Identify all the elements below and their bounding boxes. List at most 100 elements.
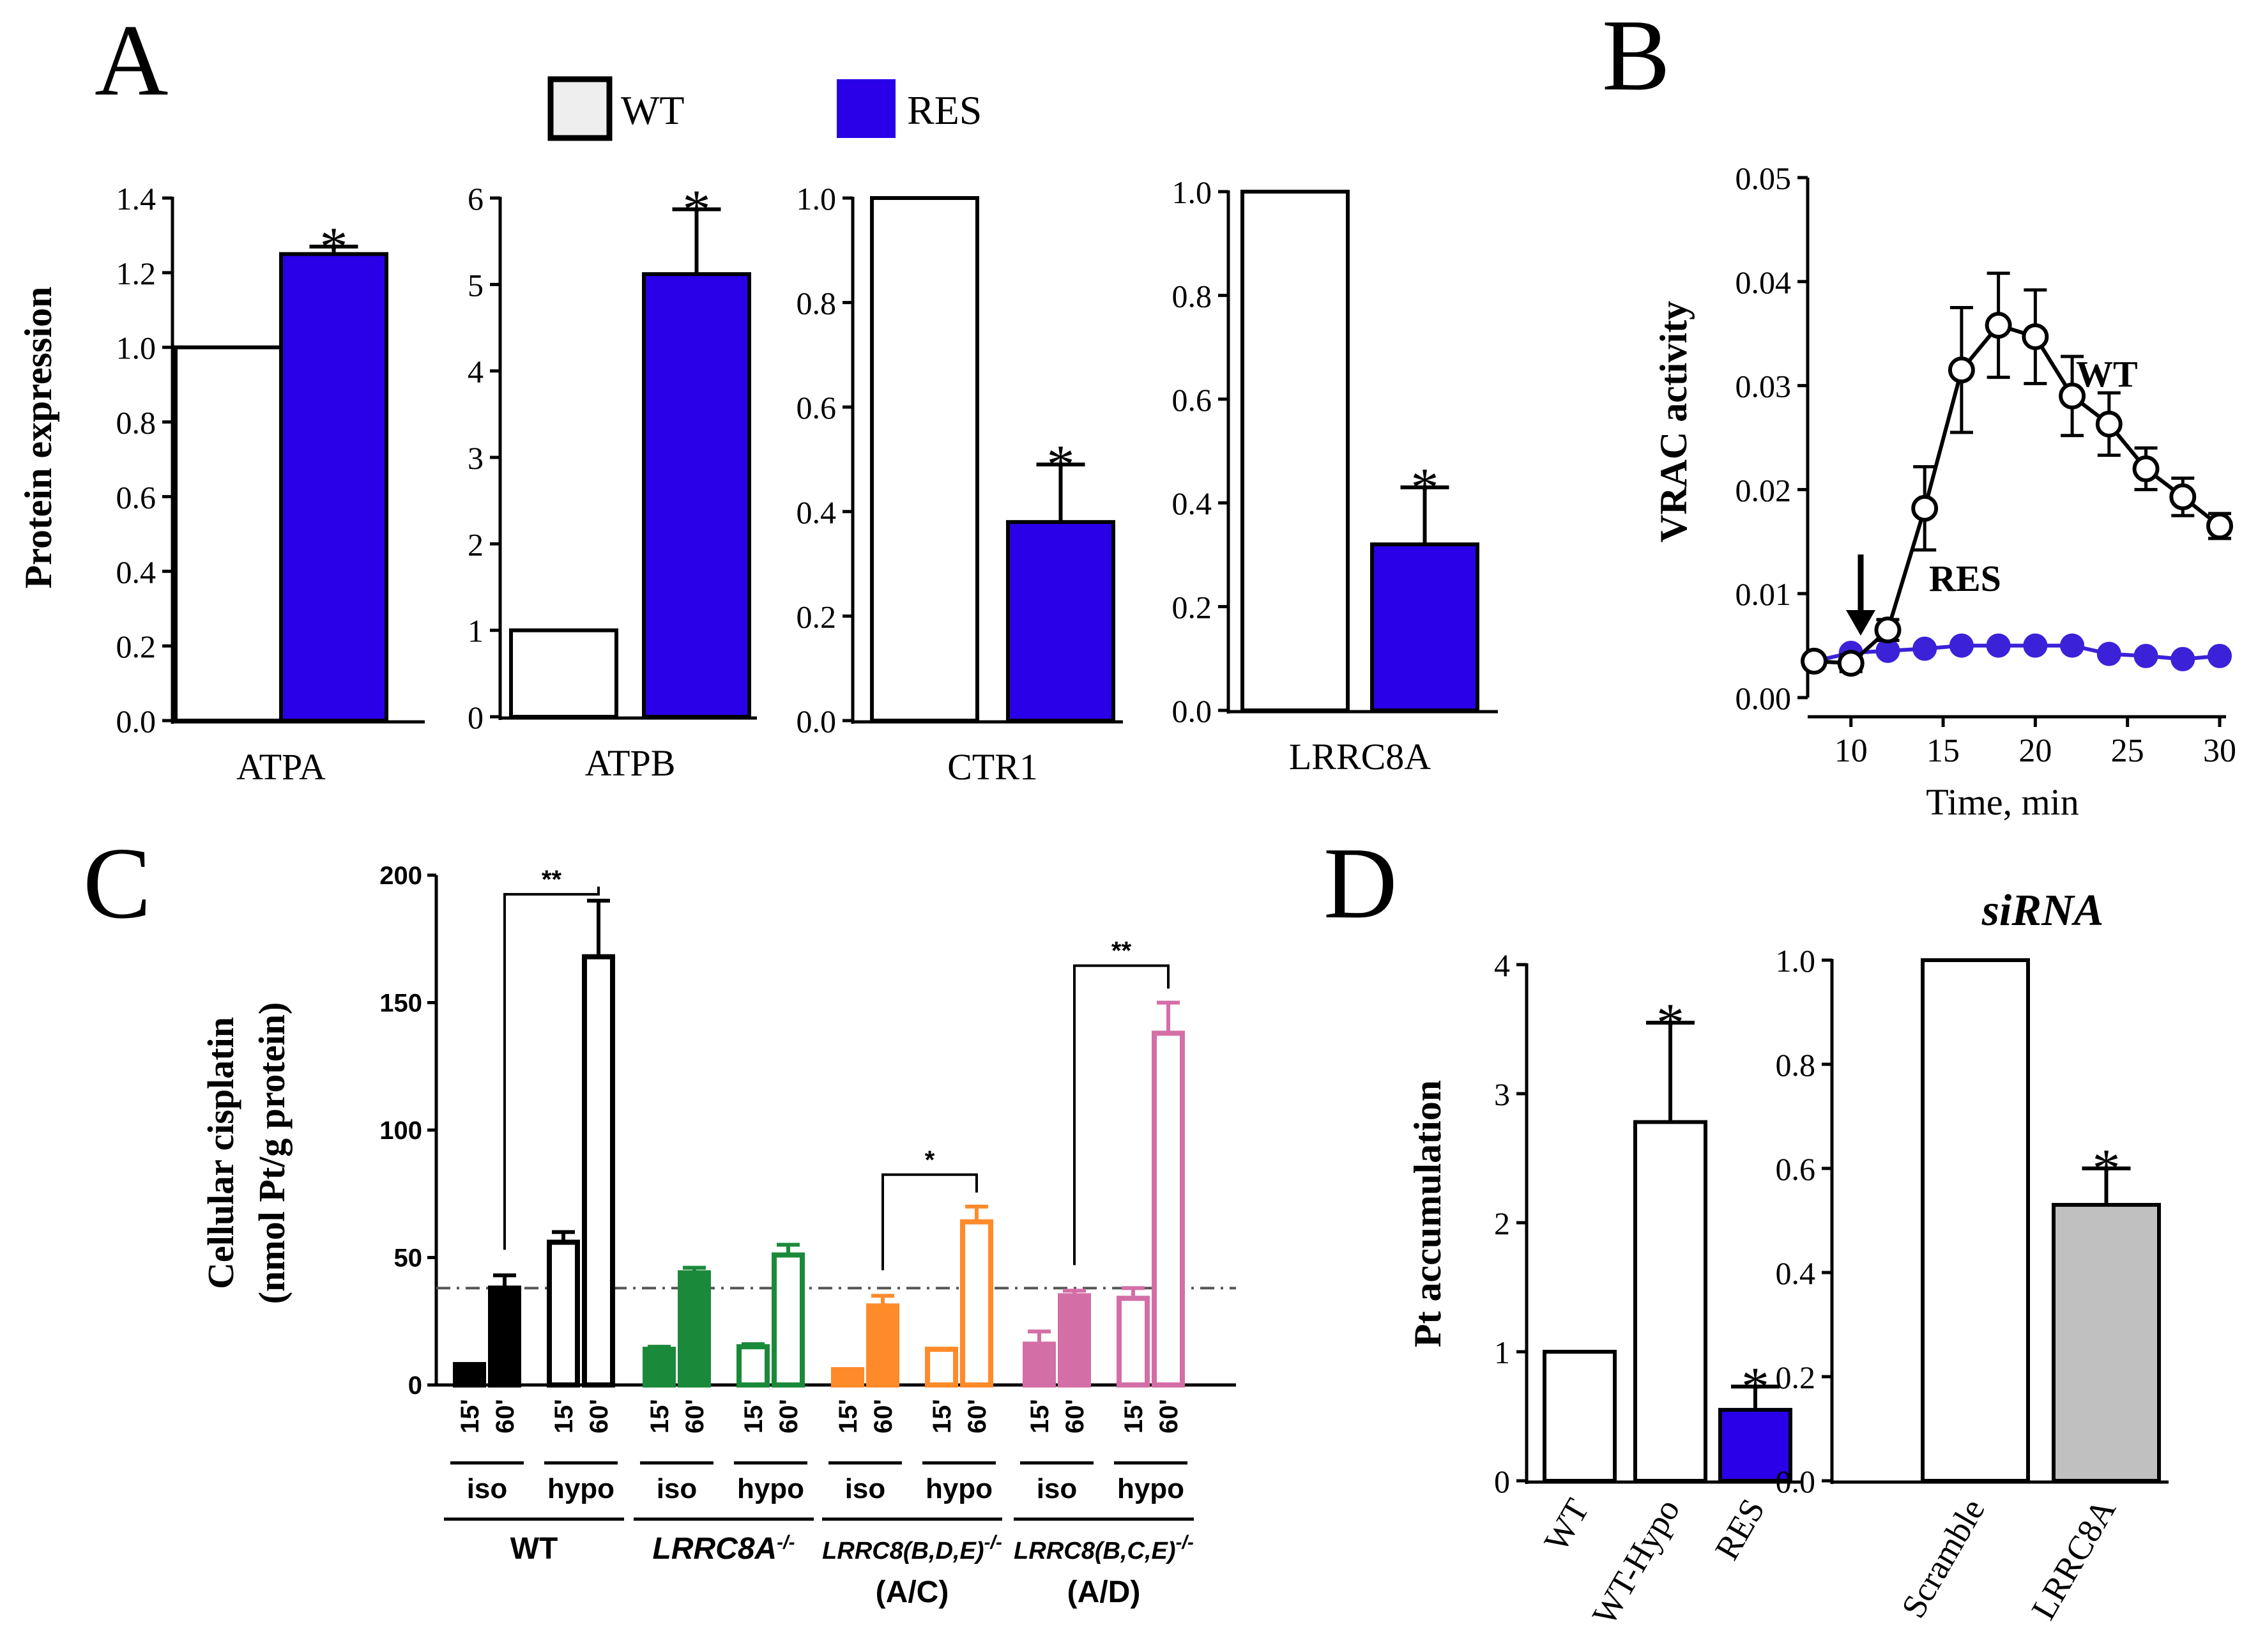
- wt-line: [1813, 323, 2221, 666]
- bar-wt: [1240, 190, 1350, 712]
- group-label: LRRC8(B,C,E)-/-: [1014, 1532, 1194, 1564]
- significance-marker: *: [925, 1146, 935, 1174]
- bar-res: [642, 272, 751, 719]
- bar-lrrc8bce-3: [1152, 1030, 1185, 1388]
- y-tick-label: 0.8: [797, 286, 837, 321]
- d2-title: siRNA: [1981, 886, 2104, 935]
- bar-wt: [1543, 1350, 1617, 1483]
- y-tick-label: 0.2: [1172, 590, 1212, 625]
- bar-wt-hypo: [1633, 1120, 1707, 1483]
- y-tick-label: 0.6: [116, 479, 156, 515]
- y-tick-label: 0.02: [1735, 472, 1792, 508]
- legend-res-label: RES: [907, 88, 982, 133]
- significance-marker: *: [2093, 1138, 2121, 1200]
- res-point: [1875, 638, 1900, 663]
- condition-label: iso: [1037, 1473, 1078, 1504]
- time-label: 60': [585, 1399, 613, 1434]
- bar-lrrc8a-3: [772, 1252, 805, 1388]
- legend-wt-swatch: [547, 76, 613, 141]
- y-tick-label: 1.2: [116, 256, 156, 291]
- time-label: 60': [963, 1399, 991, 1434]
- y-tick-label: 1.0: [1172, 174, 1212, 210]
- panel-label-a: A: [95, 3, 169, 117]
- bar-lrrc8bce-2: [1117, 1296, 1150, 1388]
- y-tick-label: 1.0: [797, 181, 837, 217]
- b-xlabel: Time, min: [1926, 781, 2079, 823]
- panel-label-b: B: [1602, 0, 1670, 112]
- chart-d2: 0.0 0.2 0.4 0.6 0.8 1.0 * Scramble LRRC8A: [1776, 943, 2169, 1626]
- c-ylabel-line2: (nmol Pt/g protein): [251, 1002, 293, 1304]
- time-label: 15': [1120, 1399, 1148, 1434]
- significance-marker: *: [1047, 434, 1075, 496]
- time-label: 15': [550, 1399, 578, 1434]
- wt-point: [1911, 494, 1939, 522]
- significance-marker: *: [683, 180, 711, 241]
- panel-label-d: D: [1324, 826, 1398, 940]
- res-point: [1986, 633, 2011, 658]
- significance-marker: *: [320, 217, 348, 279]
- bar-res: [279, 252, 388, 723]
- y-tick-label: 0.4: [116, 554, 156, 590]
- wt-point: [1874, 616, 1902, 644]
- x-axis-label: CTR1: [947, 746, 1038, 788]
- panel-label-c: C: [83, 826, 151, 940]
- group-sublabel: (A/C): [876, 1575, 949, 1609]
- y-tick-label: 1.0: [1776, 943, 1816, 979]
- significance-bracket: [1073, 964, 1170, 1266]
- y-tick-label: 0.04: [1735, 264, 1792, 300]
- y-tick-label: 0.2: [1776, 1359, 1816, 1395]
- y-tick-label: 1: [468, 613, 484, 649]
- wt-point: [2206, 512, 2233, 540]
- y-tick-label: 3: [1494, 1076, 1510, 1112]
- y-tick-label: 0.8: [116, 405, 156, 441]
- time-label: 60': [775, 1399, 803, 1434]
- bar-lrrc8a-0: [643, 1347, 676, 1388]
- y-tick-label: 0.0: [1776, 1464, 1816, 1499]
- time-label: 60': [681, 1399, 709, 1434]
- bar-lrrc8bce-0: [1023, 1342, 1056, 1388]
- res-point: [2170, 646, 2195, 671]
- y-tick-label: 0.8: [1776, 1047, 1816, 1083]
- res-point: [1949, 633, 1974, 658]
- significance-marker: *: [1411, 457, 1439, 519]
- condition-label: iso: [657, 1473, 698, 1504]
- y-tick-label: 1.0: [116, 330, 156, 366]
- wt-point: [2169, 483, 2197, 510]
- significance-marker: **: [542, 866, 562, 894]
- time-label: 60': [1061, 1399, 1089, 1434]
- category-label: Scramble: [1894, 1492, 1992, 1625]
- y-tick-label: 1: [1494, 1335, 1510, 1370]
- y-tick-label: 50: [394, 1244, 423, 1273]
- res-point: [2096, 641, 2121, 666]
- wt-point: [2022, 323, 2049, 351]
- wt-point: [2059, 382, 2086, 409]
- bar-wt: [870, 196, 979, 723]
- chart-a4: 0.0 0.2 0.4 0.6 0.8 1.0 * LRRC8A: [1172, 174, 1498, 777]
- condition-label: hypo: [926, 1473, 993, 1504]
- y-tick-label: 0.03: [1735, 369, 1792, 404]
- x-tick-label: 15: [1926, 733, 1960, 769]
- y-tick-label: 0: [408, 1372, 422, 1400]
- y-tick-label: 0: [468, 700, 484, 735]
- c-ylabel-line1: Cellular cisplatin: [200, 1017, 241, 1289]
- significance-marker: **: [1111, 937, 1132, 965]
- chart-a3: 0.0 0.2 0.4 0.6 0.8 1.0 * CTR1: [797, 181, 1123, 788]
- y-tick-label: 0.6: [1776, 1151, 1816, 1187]
- wt-point: [1985, 312, 2012, 339]
- legend-wt-label: WT: [621, 88, 685, 133]
- y-tick-label: 0.0: [116, 703, 156, 739]
- bar-lrrc8bde-3: [960, 1219, 993, 1388]
- y-tick-label: 0.8: [1172, 278, 1212, 314]
- y-tick-label: 2: [468, 526, 484, 562]
- time-label: 15': [646, 1399, 674, 1434]
- y-tick-label: 0.0: [797, 703, 837, 739]
- bar-lrrc8a: [2052, 1203, 2161, 1483]
- category-label: RES: [1707, 1492, 1772, 1566]
- wt-point: [2095, 410, 2123, 438]
- y-tick-label: 0.00: [1735, 680, 1792, 716]
- bar-lrrc8bde-2: [925, 1347, 958, 1388]
- res-line: [1813, 643, 2220, 663]
- category-label: LRRC8A: [2024, 1492, 2123, 1626]
